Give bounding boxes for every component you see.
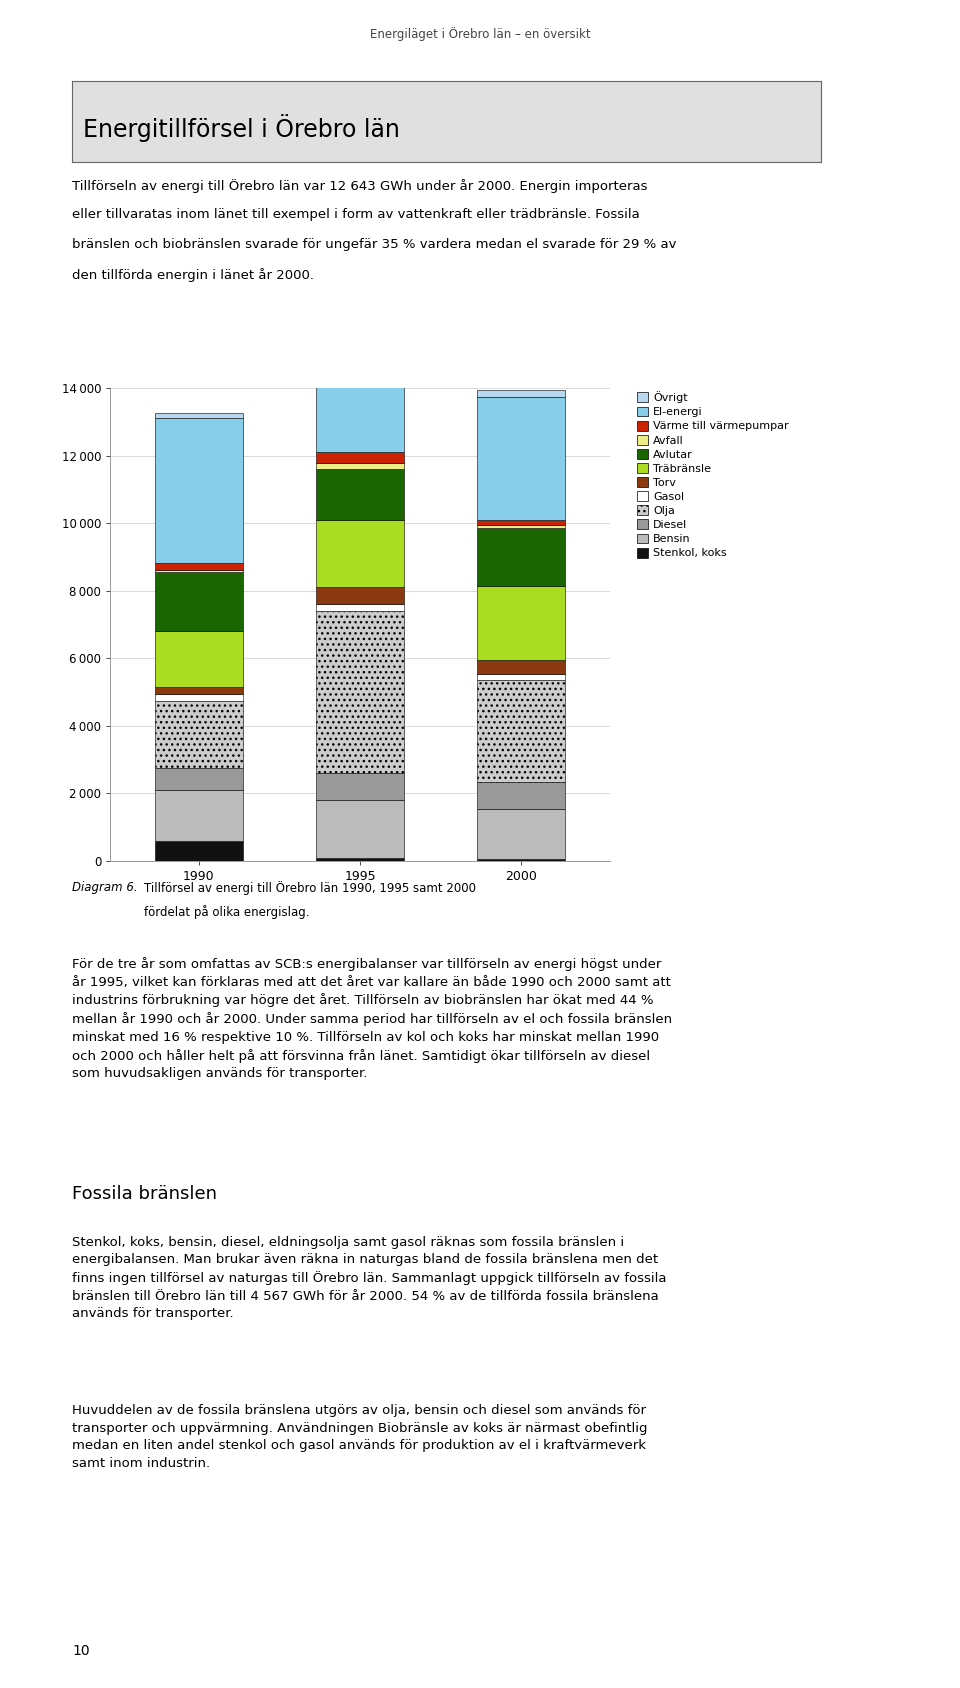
- Text: Tillförsel av energi till Örebro län 1990, 1995 samt 2000: Tillförsel av energi till Örebro län 199…: [144, 881, 476, 895]
- Bar: [477, 809, 565, 859]
- Bar: [316, 314, 404, 319]
- Bar: [477, 782, 565, 809]
- Text: den tillförda energin i länet år 2000.: den tillförda energin i länet år 2000.: [72, 268, 314, 282]
- Legend: Övrigt, El-energi, Värme till värmepumpar, Avfall, Avlutar, Träbränsle, Torv, Ga: Övrigt, El-energi, Värme till värmepumpa…: [636, 388, 791, 560]
- Bar: [155, 562, 243, 569]
- Text: Energiläget i Örebro län – en översikt: Energiläget i Örebro län – en översikt: [370, 27, 590, 41]
- Bar: [155, 694, 243, 701]
- Bar: [155, 569, 243, 572]
- Bar: [477, 528, 565, 586]
- Bar: [316, 858, 404, 861]
- Text: Stenkol, koks, bensin, diesel, eldningsolja samt gasol räknas som fossila bränsl: Stenkol, koks, bensin, diesel, eldningso…: [72, 1236, 666, 1320]
- Bar: [155, 701, 243, 768]
- Bar: [477, 397, 565, 520]
- Bar: [477, 660, 565, 674]
- Text: För de tre år som omfattas av SCB:s energibalanser var tillförseln av energi hög: För de tre år som omfattas av SCB:s ener…: [72, 957, 672, 1080]
- Bar: [155, 572, 243, 631]
- Bar: [477, 680, 565, 782]
- Bar: [316, 319, 404, 452]
- Text: fördelat på olika energislag.: fördelat på olika energislag.: [144, 905, 309, 918]
- Bar: [155, 841, 243, 861]
- Text: Diagram 6.: Diagram 6.: [72, 881, 137, 895]
- Bar: [316, 800, 404, 858]
- Bar: [155, 687, 243, 694]
- Text: Fossila bränslen: Fossila bränslen: [72, 1185, 217, 1204]
- Bar: [155, 417, 243, 562]
- Bar: [316, 469, 404, 520]
- Bar: [316, 520, 404, 587]
- Bar: [316, 587, 404, 604]
- Bar: [477, 525, 565, 528]
- Text: Tillförseln av energi till Örebro län var 12 643 GWh under år 2000. Energin impo: Tillförseln av energi till Örebro län va…: [72, 179, 647, 192]
- Bar: [316, 604, 404, 611]
- Bar: [477, 674, 565, 680]
- Bar: [155, 631, 243, 687]
- Bar: [477, 390, 565, 397]
- Bar: [155, 768, 243, 790]
- Text: bränslen och biobränslen svarade för ungefär 35 % vardera medan el svarade för 2: bränslen och biobränslen svarade för ung…: [72, 238, 677, 252]
- Text: eller tillvaratas inom länet till exempel i form av vattenkraft eller trädbränsl: eller tillvaratas inom länet till exempe…: [72, 208, 639, 221]
- Bar: [316, 463, 404, 469]
- Text: Energitillförsel i Örebro län: Energitillförsel i Örebro län: [84, 115, 400, 142]
- Bar: [316, 611, 404, 773]
- Text: 10: 10: [72, 1644, 89, 1658]
- Bar: [316, 773, 404, 800]
- Bar: [477, 520, 565, 525]
- Bar: [477, 586, 565, 660]
- Bar: [155, 790, 243, 841]
- Bar: [477, 859, 565, 861]
- Bar: [316, 452, 404, 463]
- Bar: [155, 412, 243, 417]
- Text: Huvuddelen av de fossila bränslena utgörs av olja, bensin och diesel som används: Huvuddelen av de fossila bränslena utgör…: [72, 1404, 647, 1470]
